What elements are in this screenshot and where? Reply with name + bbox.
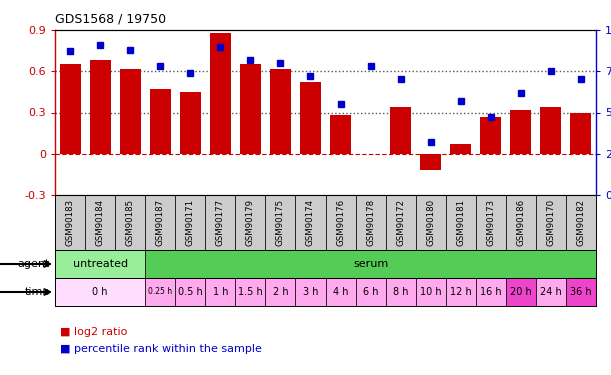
Text: GSM90175: GSM90175 — [276, 199, 285, 246]
Bar — [150, 89, 170, 154]
Bar — [59, 64, 81, 154]
Text: 6 h: 6 h — [363, 287, 378, 297]
Bar — [175, 278, 205, 306]
Bar — [536, 195, 566, 250]
Text: 1 h: 1 h — [213, 287, 228, 297]
Bar — [300, 82, 321, 154]
Text: 36 h: 36 h — [570, 287, 592, 297]
Text: 0.5 h: 0.5 h — [178, 287, 203, 297]
Bar — [476, 195, 506, 250]
Text: 3 h: 3 h — [302, 287, 318, 297]
Text: GSM90185: GSM90185 — [126, 199, 134, 246]
Bar — [506, 195, 536, 250]
Bar — [330, 115, 351, 154]
Bar — [450, 144, 471, 154]
Text: ■ log2 ratio: ■ log2 ratio — [60, 327, 127, 337]
Bar — [120, 69, 141, 154]
Bar — [85, 195, 115, 250]
Bar — [115, 195, 145, 250]
Text: 2 h: 2 h — [273, 287, 288, 297]
Text: 4 h: 4 h — [333, 287, 348, 297]
Bar — [90, 60, 111, 154]
Text: 10 h: 10 h — [420, 287, 442, 297]
Text: 24 h: 24 h — [540, 287, 562, 297]
Bar — [326, 195, 356, 250]
Bar — [420, 154, 441, 170]
Text: time: time — [25, 287, 50, 297]
Text: GSM90186: GSM90186 — [516, 199, 525, 246]
Text: GSM90184: GSM90184 — [95, 199, 104, 246]
Bar — [476, 278, 506, 306]
Bar — [55, 250, 145, 278]
Bar — [386, 195, 415, 250]
Bar — [175, 195, 205, 250]
Bar — [210, 33, 231, 154]
Text: 12 h: 12 h — [450, 287, 472, 297]
Bar — [510, 110, 532, 154]
Text: 8 h: 8 h — [393, 287, 408, 297]
Text: GSM90173: GSM90173 — [486, 199, 496, 246]
Bar — [356, 195, 386, 250]
Bar — [265, 195, 296, 250]
Bar — [445, 195, 476, 250]
Bar — [506, 278, 536, 306]
Bar — [55, 195, 85, 250]
Text: GSM90176: GSM90176 — [336, 199, 345, 246]
Bar — [180, 92, 201, 154]
Text: GSM90183: GSM90183 — [65, 199, 75, 246]
Text: GDS1568 / 19750: GDS1568 / 19750 — [55, 13, 166, 26]
Text: 0 h: 0 h — [92, 287, 108, 297]
Text: 1.5 h: 1.5 h — [238, 287, 263, 297]
Bar — [270, 69, 291, 154]
Text: GSM90181: GSM90181 — [456, 199, 465, 246]
Bar — [356, 278, 386, 306]
Bar — [296, 278, 326, 306]
Bar — [145, 278, 175, 306]
Bar — [296, 195, 326, 250]
Text: ■ percentile rank within the sample: ■ percentile rank within the sample — [60, 345, 262, 354]
Text: GSM90170: GSM90170 — [546, 199, 555, 246]
Text: 20 h: 20 h — [510, 287, 532, 297]
Text: GSM90187: GSM90187 — [156, 199, 165, 246]
Text: GSM90182: GSM90182 — [576, 199, 585, 246]
Bar — [540, 107, 562, 154]
Text: agent: agent — [18, 259, 50, 269]
Text: GSM90180: GSM90180 — [426, 199, 435, 246]
Bar — [415, 195, 445, 250]
Text: GSM90178: GSM90178 — [366, 199, 375, 246]
Text: GSM90171: GSM90171 — [186, 199, 195, 246]
Bar — [566, 195, 596, 250]
Bar — [265, 278, 296, 306]
Text: GSM90177: GSM90177 — [216, 199, 225, 246]
Bar — [326, 278, 356, 306]
Bar — [205, 195, 235, 250]
Bar — [205, 278, 235, 306]
Text: GSM90174: GSM90174 — [306, 199, 315, 246]
Bar — [235, 195, 265, 250]
Text: 16 h: 16 h — [480, 287, 502, 297]
Text: GSM90172: GSM90172 — [396, 199, 405, 246]
Bar — [55, 278, 145, 306]
Text: untreated: untreated — [73, 259, 128, 269]
Bar — [235, 278, 265, 306]
Bar — [445, 278, 476, 306]
Bar — [390, 107, 411, 154]
Text: GSM90179: GSM90179 — [246, 199, 255, 246]
Bar — [480, 117, 501, 154]
Bar — [536, 278, 566, 306]
Bar — [566, 278, 596, 306]
Bar — [415, 278, 445, 306]
Bar — [145, 250, 596, 278]
Bar — [145, 195, 175, 250]
Text: serum: serum — [353, 259, 388, 269]
Bar — [240, 64, 261, 154]
Text: 0.25 h: 0.25 h — [148, 288, 172, 297]
Bar — [571, 112, 591, 154]
Bar — [386, 278, 415, 306]
